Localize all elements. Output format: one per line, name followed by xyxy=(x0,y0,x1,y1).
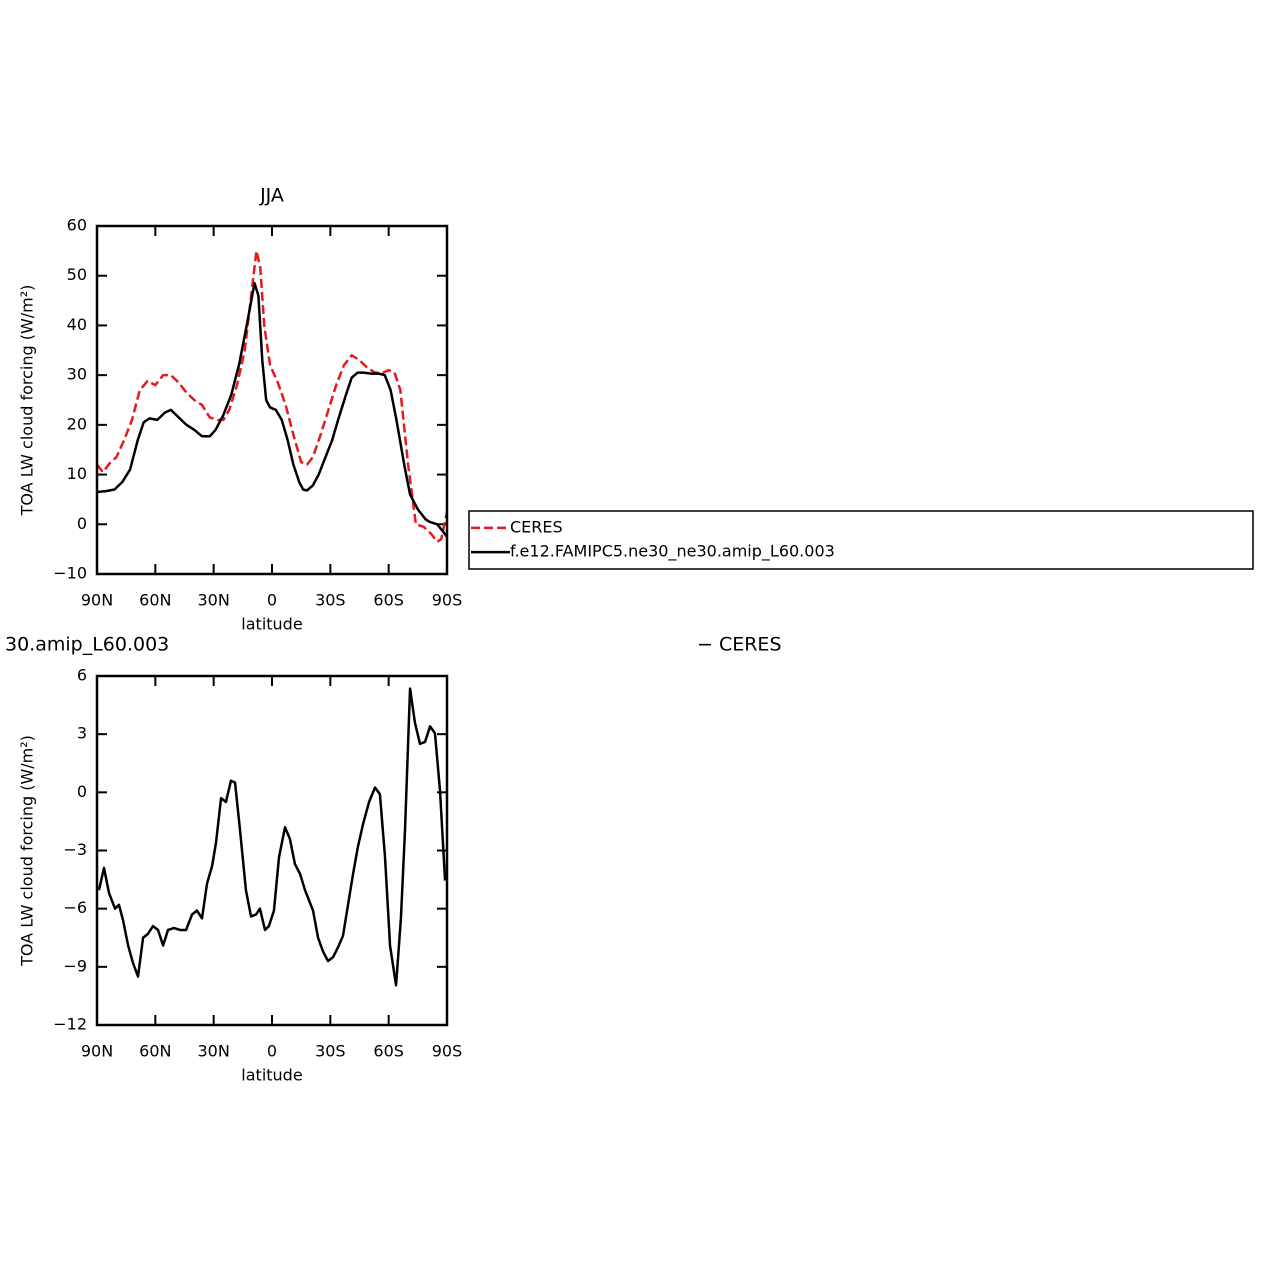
x-tick-label: 60N xyxy=(139,1042,171,1061)
x-tick-label: 60S xyxy=(373,591,404,610)
x-tick-label: 0 xyxy=(267,591,277,610)
data-line xyxy=(97,281,447,538)
x-tick-label: 30S xyxy=(315,591,346,610)
chart-title-right: − CERES xyxy=(697,634,782,656)
y-tick-label: 50 xyxy=(67,265,87,284)
y-tick-label: 40 xyxy=(67,315,87,334)
chart-title: JJA xyxy=(259,185,284,207)
y-tick-label: −3 xyxy=(63,840,87,859)
y-tick-label: −12 xyxy=(53,1015,87,1034)
y-tick-label: 0 xyxy=(77,514,87,533)
x-tick-label: 90S xyxy=(432,1042,463,1061)
x-tick-label: 60N xyxy=(139,591,171,610)
y-tick-label: −6 xyxy=(63,898,87,917)
x-axis-title: latitude xyxy=(241,1066,302,1085)
y-tick-label: 60 xyxy=(67,216,87,235)
x-tick-label: 90S xyxy=(432,591,463,610)
data-line xyxy=(97,249,447,543)
legend-box xyxy=(468,510,1254,570)
y-tick-label: 0 xyxy=(77,782,87,801)
plot-frame xyxy=(95,674,449,1027)
x-tick-label: 30N xyxy=(198,1042,230,1061)
x-axis-title: latitude xyxy=(241,615,302,634)
y-axis-title: TOA LW cloud forcing (W/m²) xyxy=(18,285,37,517)
plot-frame xyxy=(95,224,449,576)
y-axis-title: TOA LW cloud forcing (W/m²) xyxy=(18,735,37,967)
data-line xyxy=(97,687,447,987)
y-tick-label: 30 xyxy=(67,365,87,384)
chart-title-left: 30.amip_L60.003 xyxy=(5,634,169,656)
x-tick-label: 30N xyxy=(198,591,230,610)
x-tick-label: 90N xyxy=(81,591,113,610)
x-tick-label: 0 xyxy=(267,1042,277,1061)
legend-label: f.e12.FAMIPC5.ne30_ne30.amip_L60.003 xyxy=(510,542,835,562)
y-tick-label: 6 xyxy=(77,666,87,685)
x-tick-label: 60S xyxy=(373,1042,404,1061)
x-tick-label: 30S xyxy=(315,1042,346,1061)
y-tick-label: −10 xyxy=(53,564,87,583)
y-tick-label: −9 xyxy=(63,956,87,975)
y-tick-label: 3 xyxy=(77,724,87,743)
y-tick-label: 20 xyxy=(67,414,87,433)
x-tick-label: 90N xyxy=(81,1042,113,1061)
y-tick-label: 10 xyxy=(67,464,87,483)
legend-label: CERES xyxy=(510,517,563,536)
